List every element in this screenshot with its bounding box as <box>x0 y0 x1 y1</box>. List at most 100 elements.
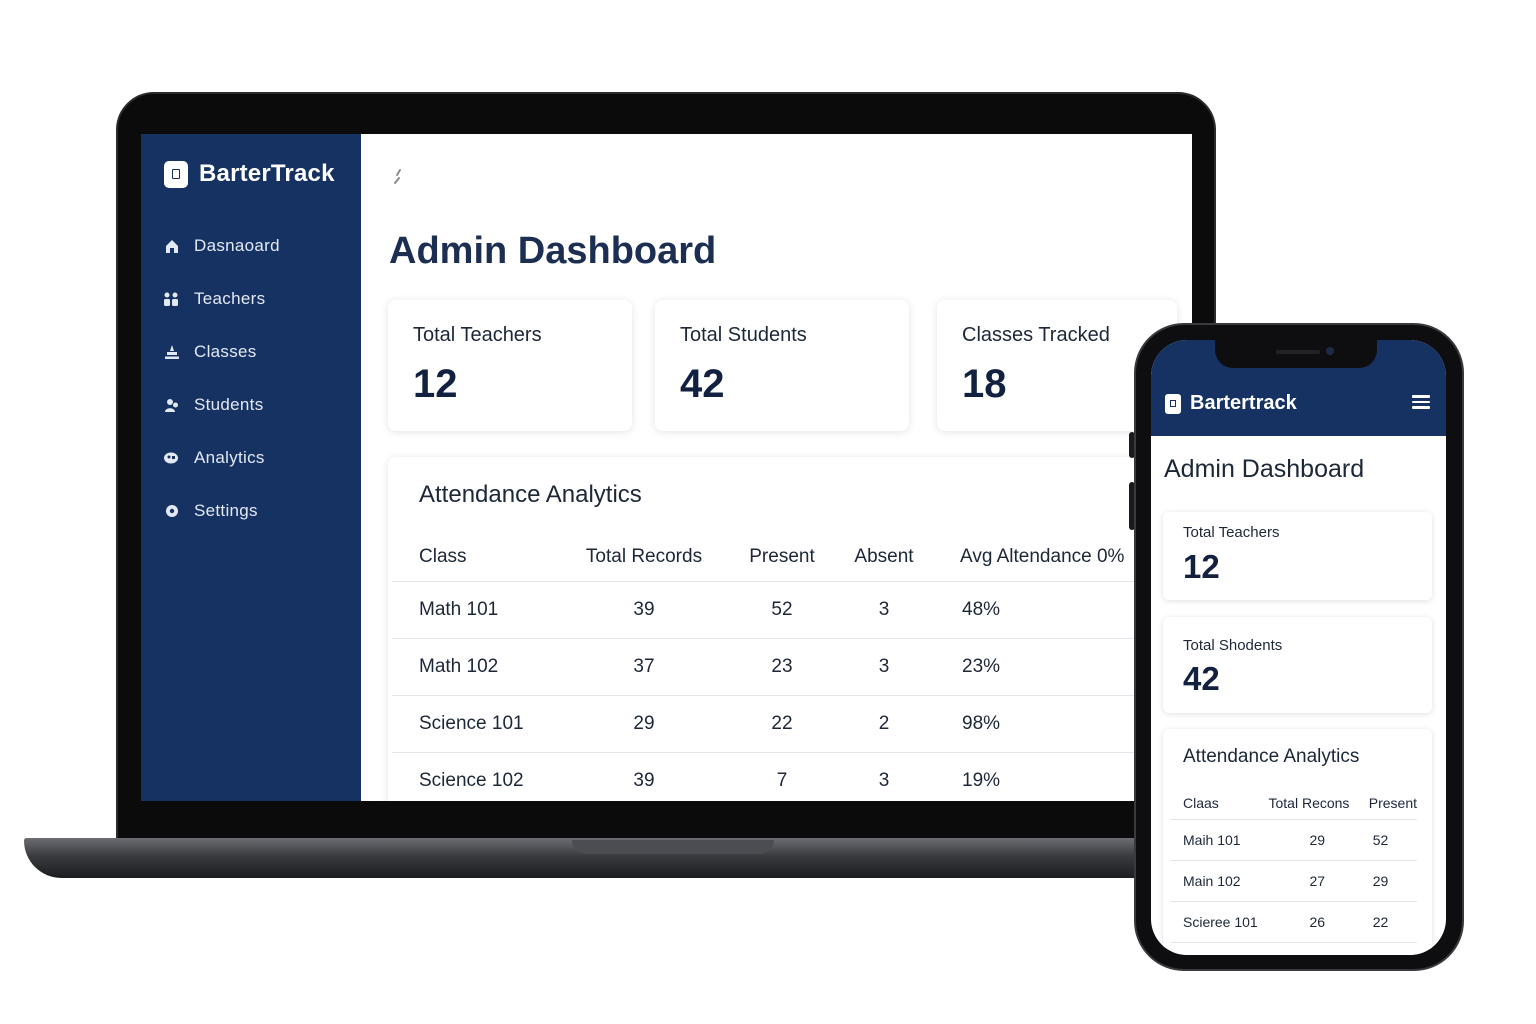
stat-card-students[interactable]: Total Students 42 <box>655 300 909 431</box>
cell-absent: 2 <box>848 695 920 753</box>
cell-absent: 3 <box>848 581 920 639</box>
sidebar-item-students[interactable]: Students <box>163 391 353 419</box>
cell-avg: 48% <box>920 581 1152 639</box>
sidebar-item-label: Analytics <box>194 448 265 467</box>
main-content: Admin Dashboard Total Teachers 12 Total … <box>361 134 1192 801</box>
classes-icon <box>163 344 180 361</box>
sidebar-item-label: Settings <box>194 501 258 520</box>
cell-absent: 3 <box>848 752 920 801</box>
cell-total: 39 <box>572 752 716 801</box>
cell-total: 29 <box>572 695 716 753</box>
analytics-title: Attendance Analytics <box>1183 746 1360 767</box>
mobile-attendance-table: Claas Total Recons Present Maih 101 29 5… <box>1171 787 1417 943</box>
menu-toggle-icon[interactable] <box>391 164 405 188</box>
stat-label: Total Shodents <box>1183 637 1283 654</box>
laptop-screen: BarterTrack Dasnaoard Teachers Classes <box>141 134 1192 801</box>
table-row[interactable]: Science 101 29 22 2 98% <box>392 695 1152 753</box>
mobile-brand[interactable]: Bartertrack <box>1165 392 1297 415</box>
table-header-row: Claas Total Recons Present <box>1171 787 1417 820</box>
cell-total: 27 <box>1268 860 1369 902</box>
stat-card-teachers[interactable]: Total Teachers 12 <box>388 300 632 431</box>
cell-present: 52 <box>1368 819 1417 861</box>
mobile-attendance-analytics-card: Attendance Analytics Claas Total Recons … <box>1163 729 1432 955</box>
sidebar-item-label: Classes <box>194 342 257 361</box>
mobile-page-title: Admin Dashboard <box>1164 455 1365 483</box>
sidebar-item-analytics[interactable]: Analytics <box>163 444 353 472</box>
brand-name: BarterTrack <box>199 160 335 187</box>
cell-class: Science 101 <box>392 695 572 753</box>
mobile-stat-card-teachers[interactable]: Total Teachers 12 <box>1163 512 1432 600</box>
sidebar-item-settings[interactable]: Settings <box>163 497 353 525</box>
attendance-analytics-card: Attendance Analytics Class Total Records… <box>388 457 1152 801</box>
cell-class: Main 102 <box>1171 860 1269 902</box>
sidebar-item-label: Dasnaoard <box>194 236 280 255</box>
analytics-icon <box>163 450 180 467</box>
column-header[interactable]: Avg Altendance 0% <box>920 533 1152 582</box>
table-row[interactable]: Maih 101 29 52 <box>1171 819 1417 861</box>
table-row[interactable]: Math 101 39 52 3 48% <box>392 581 1152 639</box>
laptop-hinge-notch <box>572 840 774 854</box>
cell-present: 52 <box>716 581 848 639</box>
cell-present: 22 <box>1368 901 1417 943</box>
stat-label: Total Students <box>680 324 807 346</box>
cell-present: 29 <box>1368 860 1417 902</box>
stat-label: Total Teachers <box>413 324 542 346</box>
phone-notch <box>1215 340 1377 368</box>
cell-total: 37 <box>572 638 716 696</box>
table-row[interactable]: Scieree 101 26 22 <box>1171 901 1417 943</box>
hamburger-menu-icon[interactable] <box>1412 395 1430 409</box>
cell-class: Math 101 <box>392 581 572 639</box>
stat-value: 12 <box>413 362 458 406</box>
table-header-row: Class Total Records Present Absent Avg A… <box>392 533 1152 582</box>
cell-class: Scieree 101 <box>1171 901 1269 943</box>
cell-avg: 19% <box>920 752 1152 801</box>
mobile-brand-name: Bartertrack <box>1190 392 1297 414</box>
cell-class: Math 102 <box>392 638 572 696</box>
cell-total: 39 <box>572 581 716 639</box>
stat-value: 42 <box>680 362 725 406</box>
cell-avg: 23% <box>920 638 1152 696</box>
cell-total: 26 <box>1268 901 1369 943</box>
stat-label: Total Teachers <box>1183 524 1280 541</box>
phone-side-button <box>1129 482 1135 530</box>
sidebar-item-label: Students <box>194 395 264 414</box>
brand[interactable]: BarterTrack <box>164 160 335 188</box>
stat-value: 12 <box>1183 548 1220 585</box>
cell-class: Maih 101 <box>1171 819 1269 861</box>
stat-label: Classes Tracked <box>962 324 1110 346</box>
logo-icon <box>164 160 188 188</box>
sidebar-nav: Dasnaoard Teachers Classes Students <box>163 232 353 550</box>
table-row[interactable]: Main 102 27 29 <box>1171 860 1417 902</box>
sidebar: BarterTrack Dasnaoard Teachers Classes <box>141 134 361 801</box>
sidebar-item-label: Teachers <box>194 289 266 308</box>
cell-absent: 3 <box>848 638 920 696</box>
page-title: Admin Dashboard <box>389 230 717 272</box>
gear-icon <box>163 503 180 520</box>
column-header[interactable]: Present <box>716 533 848 582</box>
mobile-stat-card-students[interactable]: Total Shodents 42 <box>1163 617 1432 713</box>
column-header[interactable]: Class <box>392 533 572 582</box>
home-icon <box>163 238 180 255</box>
analytics-title: Attendance Analytics <box>419 481 642 508</box>
students-icon <box>163 397 180 414</box>
sidebar-item-dashboard[interactable]: Dasnaoard <box>163 232 353 260</box>
sidebar-item-classes[interactable]: Classes <box>163 338 353 366</box>
column-header[interactable]: Claas <box>1171 787 1269 820</box>
cell-present: 7 <box>716 752 848 801</box>
table-row[interactable]: Math 102 37 23 3 23% <box>392 638 1152 696</box>
column-header[interactable]: Total Records <box>572 533 716 582</box>
column-header[interactable]: Absent <box>848 533 920 582</box>
sidebar-item-teachers[interactable]: Teachers <box>163 285 353 313</box>
cell-class: Science 102 <box>392 752 572 801</box>
stat-value: 42 <box>1183 660 1220 697</box>
stat-value: 18 <box>962 362 1007 406</box>
column-header[interactable]: Present <box>1368 787 1417 820</box>
cell-total: 29 <box>1268 819 1369 861</box>
attendance-table: Class Total Records Present Absent Avg A… <box>392 533 1152 801</box>
teachers-icon <box>163 291 180 308</box>
phone-side-button <box>1129 432 1135 458</box>
phone-screen: Bartertrack Admin Dashboard Total Teache… <box>1151 340 1446 955</box>
table-row[interactable]: Science 102 39 7 3 19% <box>392 752 1152 801</box>
column-header[interactable]: Total Recons <box>1268 787 1369 820</box>
cell-avg: 98% <box>920 695 1152 753</box>
